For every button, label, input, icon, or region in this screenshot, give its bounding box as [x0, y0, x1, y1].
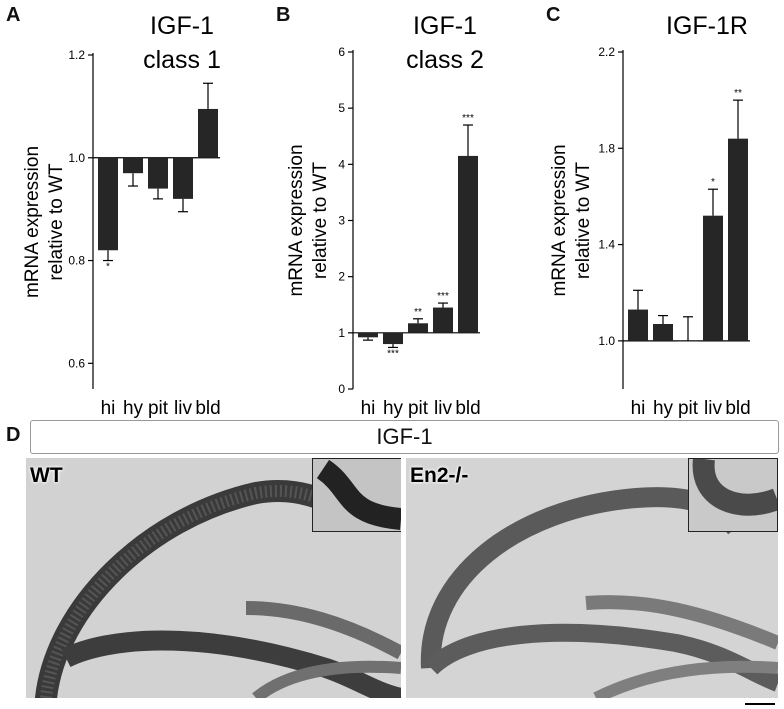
chart-title-line: class 2: [406, 46, 484, 74]
y-tick-label: 1.2: [68, 48, 85, 62]
y-axis-label-line: relative to WT: [46, 163, 67, 281]
y-axis-label: mRNA expression relative to WT: [286, 144, 331, 296]
y-tick-label: 2: [338, 270, 345, 284]
significance-marker: ***: [462, 113, 474, 124]
chart-title-line: IGF-1: [413, 12, 477, 40]
bar: [433, 307, 453, 333]
scale-bar: [745, 703, 775, 705]
y-tick-label: 5: [338, 101, 345, 115]
x-tick-label: hi: [101, 398, 116, 419]
chart-igf1r: IGF-1R mRNA expression relative to WT 1.0 1.…: [549, 12, 751, 419]
bar: [653, 324, 673, 341]
chart-igf1-class2: IGF-1 class 2 mRNA expression relative to W…: [286, 12, 484, 419]
x-tick-label: hi: [361, 398, 376, 419]
x-tick-label: pit: [408, 398, 429, 419]
x-tick-label: liv: [704, 398, 722, 419]
y-tick-label: 1.0: [598, 334, 615, 348]
significance-marker: *: [711, 177, 715, 188]
y-axis-label-line: relative to WT: [573, 162, 594, 280]
y-axis-label-line: relative to WT: [310, 162, 331, 280]
panel-letter-a: A: [6, 4, 21, 26]
y-axis-label: mRNA expression relative to WT: [549, 144, 594, 296]
y-axis-label-line: mRNA expression: [286, 144, 307, 296]
micrograph-en2-inset: [688, 458, 778, 532]
y-tick-label: 1.8: [598, 141, 615, 155]
bar: [678, 340, 698, 342]
bar: [98, 157, 118, 251]
bar: [198, 108, 218, 158]
bar: [628, 309, 648, 341]
y-tick-label: 1: [338, 326, 345, 340]
y-tick-label: 4: [338, 157, 345, 171]
micrograph-wt-inset: [312, 458, 401, 532]
bar: [383, 332, 403, 345]
chart-title-line: IGF-1R: [666, 12, 748, 40]
x-tick-label: hy: [123, 398, 144, 419]
x-tick-label: bld: [725, 398, 750, 419]
x-tick-label: bld: [195, 398, 220, 419]
y-tick-label: 1.0: [68, 151, 85, 165]
panel-letter-d: D: [6, 424, 21, 446]
y-tick-label: 2.2: [598, 45, 615, 59]
y-axis-label-line: mRNA expression: [22, 146, 43, 298]
x-tick-label: pit: [148, 398, 169, 419]
panel-d-banner: IGF-1: [30, 420, 779, 454]
y-tick-label: 0.8: [68, 254, 85, 268]
micrograph-en2-label: En2-/-: [410, 464, 469, 487]
bar: [728, 138, 748, 341]
x-tick-label: bld: [455, 398, 480, 419]
bar: [408, 323, 428, 333]
x-tick-label: liv: [434, 398, 452, 419]
bar: [703, 215, 723, 341]
significance-marker: **: [734, 88, 742, 99]
micrograph-wt-label: WT: [30, 464, 63, 487]
chart-title-line: class 1: [143, 46, 221, 74]
significance-marker: *: [106, 262, 110, 273]
micrograph-wt: WT: [26, 458, 401, 698]
x-tick-label: hy: [383, 398, 404, 419]
y-tick-label: 6: [338, 45, 345, 59]
x-tick-label: hi: [631, 398, 646, 419]
bar: [123, 157, 143, 174]
bar: [148, 157, 168, 189]
chart-igf1-class1: IGF-1 class 1 mRNA expression relative to W…: [22, 12, 221, 419]
significance-marker: ***: [437, 291, 449, 302]
significance-marker: **: [414, 307, 422, 318]
y-tick-label: 1.4: [598, 238, 615, 252]
x-tick-label: hy: [653, 398, 674, 419]
bar: [173, 157, 193, 199]
bar: [358, 332, 378, 338]
micrograph-en2: En2-/-: [406, 458, 778, 698]
y-tick-label: 0.6: [68, 356, 85, 370]
x-tick-label: liv: [174, 398, 192, 419]
significance-marker: ***: [387, 348, 399, 359]
y-tick-label: 3: [338, 214, 345, 228]
bar: [458, 155, 478, 333]
y-axis-label: mRNA expression relative to WT: [22, 146, 67, 298]
panel-letter-c: C: [546, 4, 561, 26]
micrograph-wt-image: [26, 458, 401, 698]
chart-title-line: IGF-1: [150, 12, 214, 40]
y-tick-label: 0: [338, 382, 345, 396]
y-axis-label-line: mRNA expression: [549, 144, 570, 296]
x-tick-label: pit: [678, 398, 699, 419]
panel-letter-b: B: [276, 4, 291, 26]
